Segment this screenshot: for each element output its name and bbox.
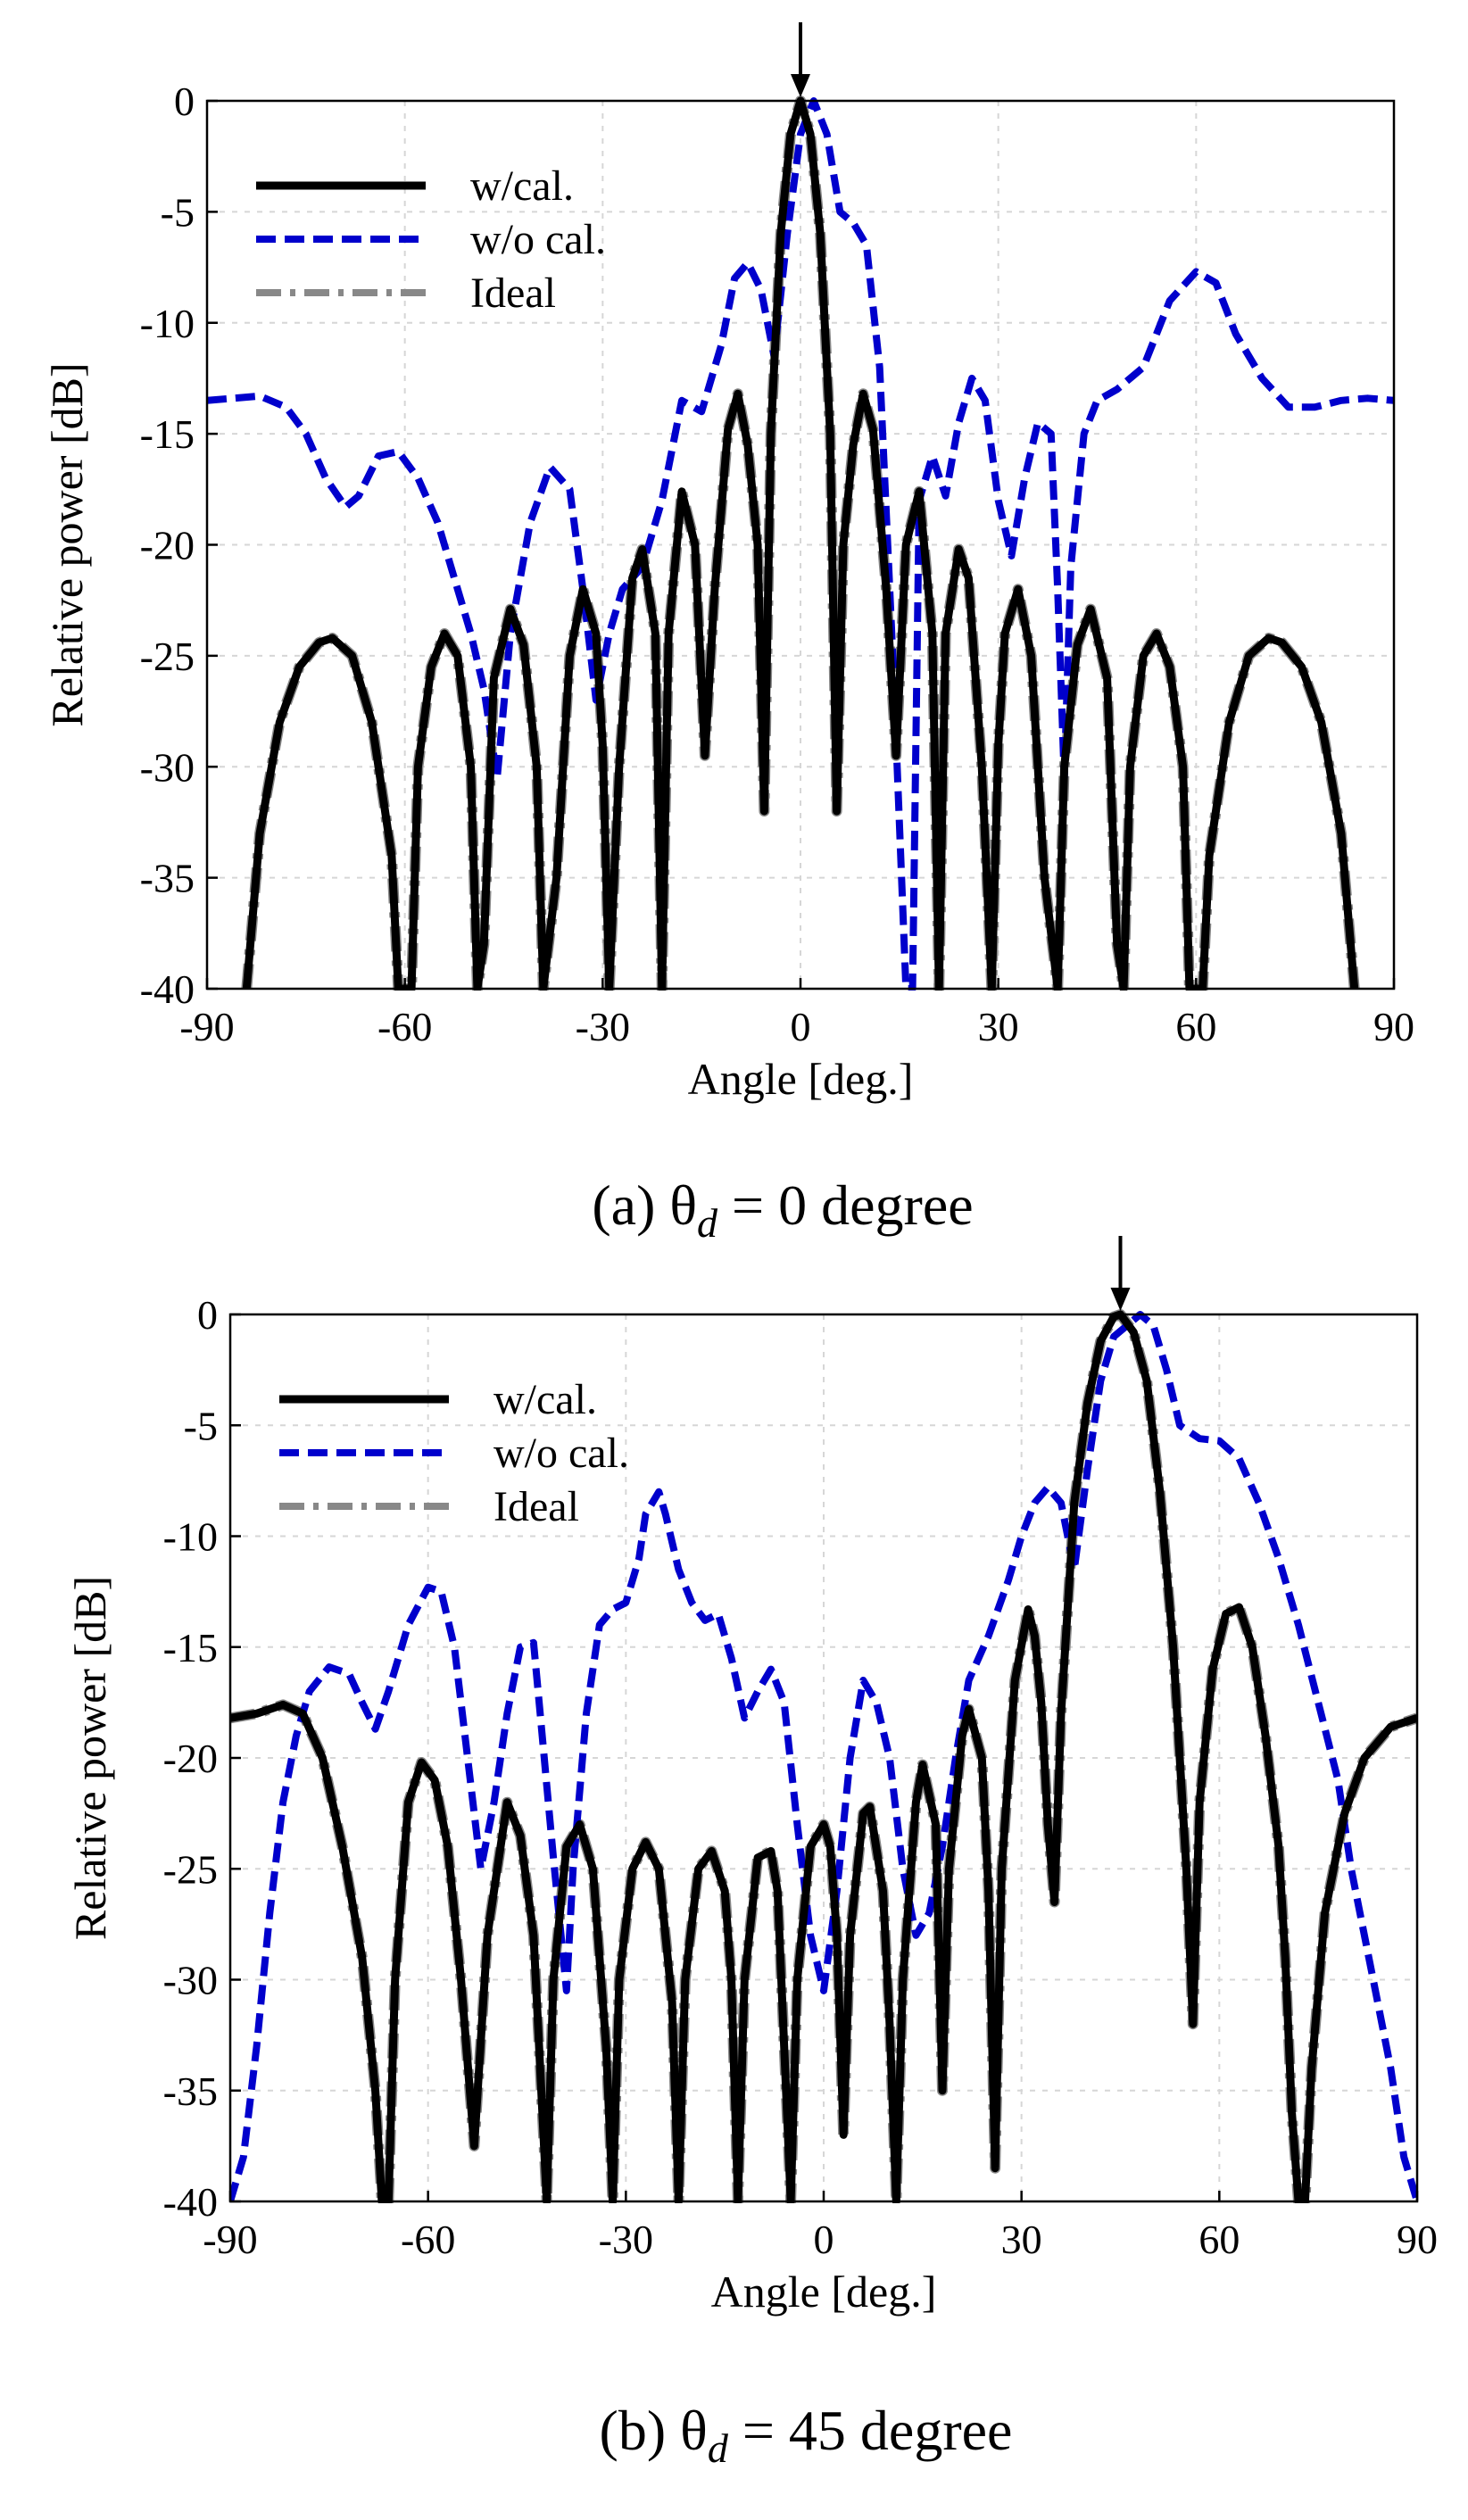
chart-a-grid [206,100,1395,990]
chart-a-y-axis-label: Relative power [dB] [42,362,92,726]
chart-b-x-tick-label: 0 [814,2217,834,2262]
chart-a-y-tick-label: -40 [140,966,195,1012]
chart-a-legend-label-ideal: Ideal [470,269,556,317]
chart-b-legend-label-wcal: w/cal. [493,1376,597,1423]
chart-a-caption-prefix: (a) θ [592,1173,697,1237]
chart-a-x-tick-label: -90 [179,1004,234,1049]
chart-a-x-tick-label: -60 [377,1004,432,1049]
chart-b-y-tick-label: -30 [163,1958,218,2003]
chart-b-caption-subscript: d [708,2425,729,2471]
chart-b-series-layer [230,1310,1417,2203]
chart-b-series-wocal [230,1311,1417,2203]
chart-b-y-tick-label: -20 [163,1736,218,1781]
chart-b-y-tick-label: -25 [163,1846,218,1892]
chart-a-legend-label-wocal: w/o cal. [470,216,606,263]
chart-a-y-tick-label: -15 [140,411,195,457]
chart-a-y-tick-label: -25 [140,634,195,679]
chart-b-x-tick-label: -90 [203,2217,257,2262]
chart-a-ticks: -90 -60 -30 0 30 60 90 0 -5 -10 -15 -20 -25 -30 -35 -40 [140,79,1414,1049]
chart-b-x-tick-label: 60 [1198,2217,1240,2262]
chart-b-caption-prefix: (b) θ [600,2399,708,2462]
chart-b-y-tick-label: -10 [163,1514,218,1560]
chart-b-legend-label-ideal: Ideal [493,1483,579,1530]
chart-a-x-tick-label: 30 [978,1004,1019,1049]
chart-b-y-tick-label: 0 [197,1292,218,1338]
chart-a-y-tick-label: -10 [140,301,195,346]
chart-b: -90 -60 -30 0 30 60 90 0 -5 -10 -15 -20 -25 -30 -35 -40… [65,1236,1438,2471]
chart-b-caption: (b) θd = 45 degree [600,2399,1013,2471]
chart-b-y-tick-label: -5 [184,1403,218,1448]
chart-b-y-tick-label: -40 [163,2179,218,2225]
chart-b-y-tick-label: -35 [163,2068,218,2114]
chart-a-x-tick-label: 90 [1373,1004,1414,1049]
chart-b-series-wcal [230,1310,1417,2203]
chart-b-ticks: -90 -60 -30 0 30 60 90 0 -5 -10 -15 -20 -25 -30 -35 -40 [163,1292,1438,2262]
chart-a-arrow-head [791,74,810,97]
chart-a-y-tick-label: 0 [174,79,195,124]
chart-a-caption: (a) θd = 0 degree [592,1173,973,1246]
chart-b-caption-suffix: = 45 degree [728,2399,1013,2462]
chart-a-caption-suffix: = 0 degree [717,1173,974,1237]
chart-a-y-tick-label: -20 [140,523,195,568]
chart-b-legend: w/cal. w/o cal. Ideal [279,1376,629,1530]
chart-a-y-tick-label: -35 [140,856,195,901]
chart-a-y-tick-label: -5 [161,189,195,235]
chart-a-x-tick-label: 60 [1175,1004,1216,1049]
chart-b-x-tick-label: -60 [401,2217,455,2262]
chart-a-legend-label-wcal: w/cal. [470,162,574,210]
chart-b-x-tick-label: -30 [599,2217,653,2262]
chart-b-y-tick-label: -15 [163,1625,218,1670]
chart-b-grid [229,1314,1418,2202]
chart-a-y-tick-label: -30 [140,744,195,790]
chart-b-peak-arrow [1110,1236,1131,1311]
chart-b-y-axis-label: Relative power [dB] [65,1576,115,1940]
chart-a-legend: w/cal. w/o cal. Ideal [256,162,606,317]
chart-a-x-tick-label: -30 [576,1004,630,1049]
chart-b-x-axis-label: Angle [deg.] [711,2267,937,2317]
chart-a-caption-subscript: d [697,1200,718,1246]
chart-b-x-tick-label: 90 [1397,2217,1438,2262]
chart-a-peak-arrow [791,22,810,97]
chart-a: -90 -60 -30 0 30 60 90 0 -5 -10 -15 -20 -25 -30 -35 -40… [42,22,1414,1246]
chart-a-x-axis-label: Angle [deg.] [688,1054,914,1104]
chart-b-x-tick-label: 30 [1001,2217,1042,2262]
chart-a-x-tick-label: 0 [791,1004,811,1049]
chart-b-legend-label-wocal: w/o cal. [493,1430,629,1477]
chart-b-arrow-head [1110,1288,1131,1311]
